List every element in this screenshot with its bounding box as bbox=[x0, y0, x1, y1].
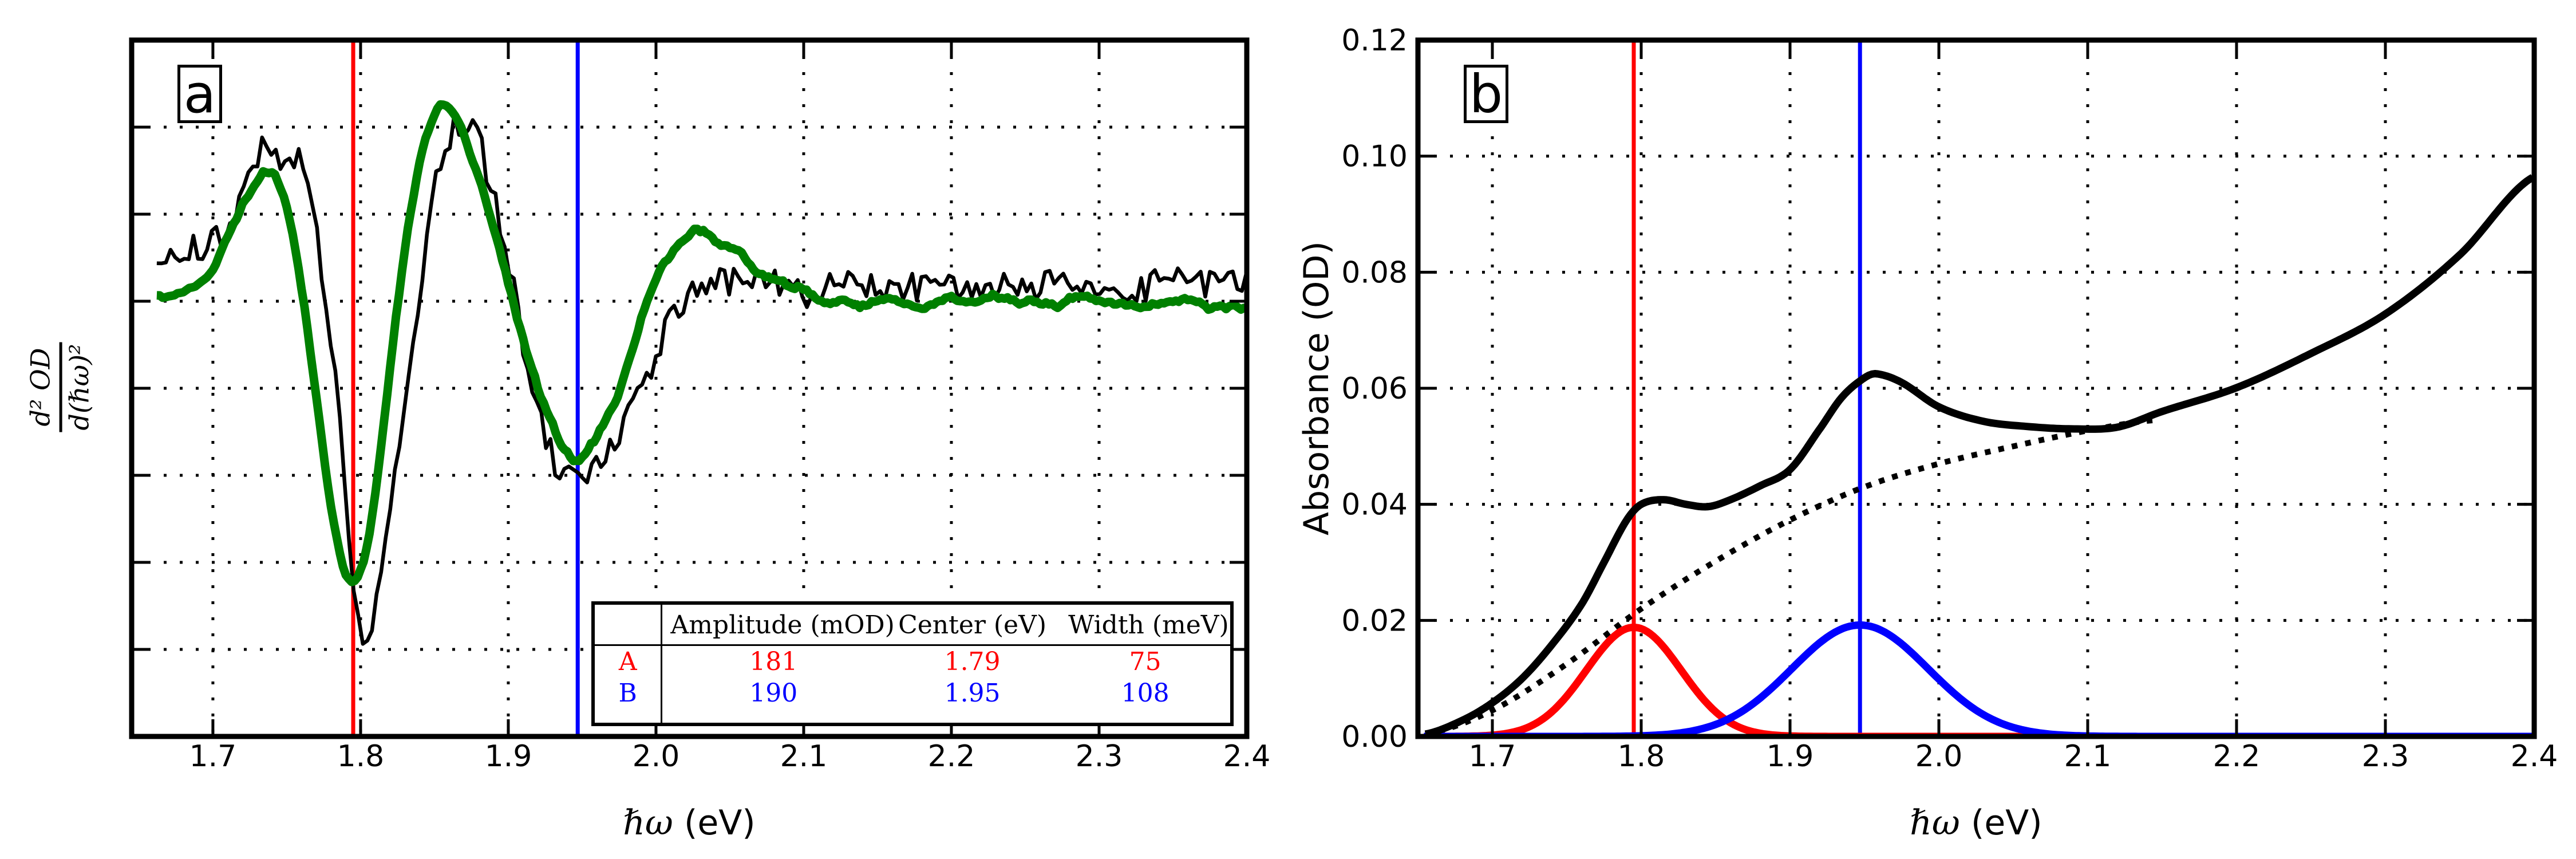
y-tick-label-0.04: 0.04 bbox=[1341, 488, 1408, 522]
fit-parameters-table-header: Amplitude (mOD) Center (eV) Width (meV) bbox=[593, 603, 1232, 646]
x-tick-label-2.4: 2.4 bbox=[1223, 739, 1271, 774]
table-header-center: Center (eV) bbox=[884, 603, 1061, 646]
series-component-B bbox=[1423, 621, 2534, 736]
axes-spines-b bbox=[1415, 37, 2537, 739]
panel-a-letter: a bbox=[183, 63, 216, 125]
x-tick-label-2.2: 2.2 bbox=[928, 739, 975, 774]
panel-a-y-axis-label: d² OD d(ℏω)² bbox=[25, 342, 95, 432]
x-tick-label-2.0: 2.0 bbox=[1915, 739, 1963, 774]
panel-b-x-axis-label-math: ℏω bbox=[1910, 803, 1960, 843]
x-tick-label-1.8: 1.8 bbox=[337, 739, 385, 774]
panel-b-y-axis-label: Absorbance (OD) bbox=[1297, 241, 1337, 535]
x-tick-label-1.8: 1.8 bbox=[1618, 739, 1665, 774]
series-total-absorbance bbox=[1424, 174, 2534, 736]
x-tick-label-2.1: 2.1 bbox=[2064, 739, 2112, 774]
tick-labels-b: 1.7 1.8 1.9 2.0 2.1 2.2 2.3 2.4 0.00 0.02 0.04 0.06… bbox=[1341, 23, 2558, 774]
series-two-gaussian-second-derivative-fit bbox=[155, 100, 1247, 586]
panel-a: 1.7 1.8 1.9 2.0 2.1 2.2 2.3 2.4 bbox=[129, 37, 1271, 774]
y-tick-label-0.10: 0.10 bbox=[1341, 140, 1408, 174]
row-B-center: 1.95 bbox=[944, 679, 1001, 708]
series-measured-second-derivative bbox=[156, 112, 1247, 646]
y-axis-label-denominator: d(ℏω)² bbox=[64, 344, 95, 431]
y-tick-label-0.08: 0.08 bbox=[1341, 255, 1408, 290]
table-header-width: Width (meV) bbox=[1060, 603, 1232, 646]
table-header-amplitude: Amplitude (mOD) bbox=[661, 603, 895, 646]
row-A-width: 75 bbox=[1129, 647, 1161, 676]
x-tick-label-2.2: 2.2 bbox=[2213, 739, 2261, 774]
table-header-blank bbox=[593, 603, 663, 646]
panel-a-x-axis-label-unit: (eV) bbox=[683, 803, 756, 843]
panel-b-letter: b bbox=[1469, 63, 1503, 125]
row-A-center: 1.79 bbox=[944, 647, 1001, 676]
series-group-b bbox=[1423, 174, 2534, 736]
tick-labels-a: 1.7 1.8 1.9 2.0 2.1 2.2 2.3 2.4 bbox=[189, 739, 1271, 774]
y-tick-label-0.12: 0.12 bbox=[1341, 23, 1408, 58]
row-A-amplitude: 181 bbox=[749, 647, 798, 676]
panel-a-label-box: a bbox=[177, 63, 222, 125]
row-A-label: A bbox=[593, 645, 663, 677]
x-tick-label-1.7: 1.7 bbox=[189, 739, 237, 774]
panel-b-x-axis-label: ℏω (eV) bbox=[1910, 803, 2042, 843]
x-tick-label-2.0: 2.0 bbox=[633, 739, 680, 774]
panel-a-x-axis-label-math: ℏω bbox=[623, 803, 673, 843]
grid-b bbox=[1418, 40, 2534, 736]
panel-b: 1.7 1.8 1.9 2.0 2.1 2.2 2.3 2.4 0.00 0.02 0.04 0.06… bbox=[1341, 23, 2558, 774]
series-group-a bbox=[155, 100, 1247, 646]
row-B-label: B bbox=[593, 677, 663, 724]
series-component-A bbox=[1423, 624, 2534, 736]
x-tick-label-1.7: 1.7 bbox=[1469, 739, 1516, 774]
y-tick-label-0.02: 0.02 bbox=[1341, 604, 1408, 638]
table-row-B: B 190 1.95 108 bbox=[593, 677, 1232, 724]
ticks-a bbox=[132, 40, 1249, 736]
fit-parameters-table: Amplitude (mOD) Center (eV) Width (meV) … bbox=[591, 601, 1234, 726]
row-B-width: 108 bbox=[1121, 679, 1170, 708]
panel-a-x-axis-label: ℏω (eV) bbox=[623, 803, 755, 843]
x-tick-label-2.3: 2.3 bbox=[1076, 739, 1123, 774]
y-tick-label-0.06: 0.06 bbox=[1341, 372, 1408, 406]
panel-b-label-box: b bbox=[1464, 63, 1508, 125]
x-tick-label-2.3: 2.3 bbox=[2362, 739, 2409, 774]
y-axis-label-numerator: d² OD bbox=[25, 342, 62, 432]
panel-b-x-axis-label-unit: (eV) bbox=[1970, 803, 2042, 843]
x-tick-label-2.1: 2.1 bbox=[780, 739, 828, 774]
x-tick-label-1.9: 1.9 bbox=[1767, 739, 1814, 774]
ticks-b bbox=[1418, 38, 2536, 738]
row-B-amplitude: 190 bbox=[749, 679, 798, 708]
x-tick-label-2.4: 2.4 bbox=[2511, 739, 2558, 774]
x-tick-label-1.9: 1.9 bbox=[485, 739, 532, 774]
y-tick-label-0.00: 0.00 bbox=[1341, 720, 1408, 754]
table-row-A: A 181 1.79 75 bbox=[593, 645, 1232, 677]
